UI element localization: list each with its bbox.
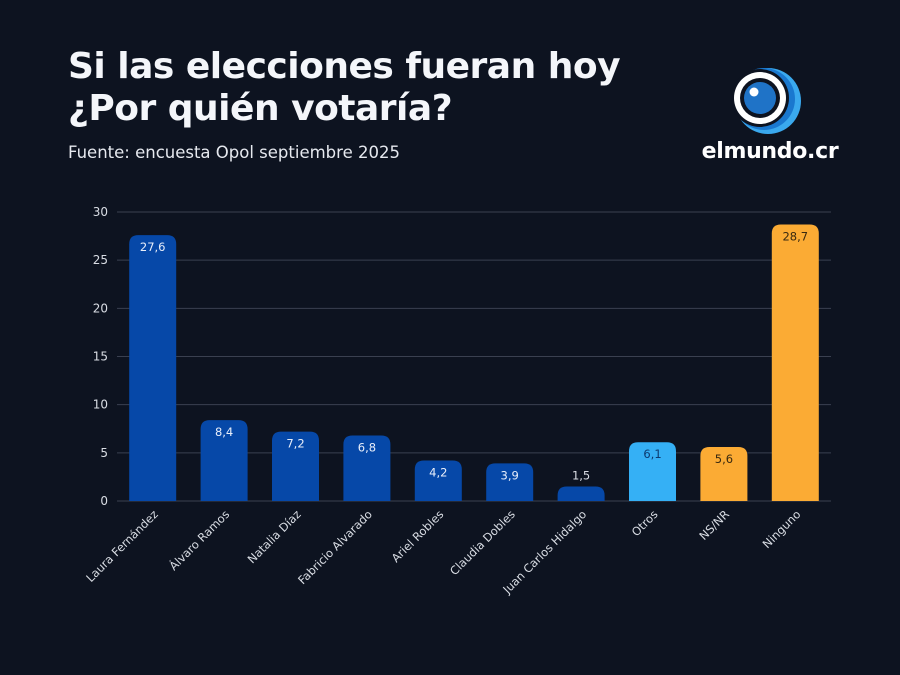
logo-text: elmundo.cr — [701, 139, 839, 164]
value-label: 8,4 — [215, 425, 233, 439]
value-labels: 27,6 8,4 7,2 6,8 4,2 3,9 1,5 6,1 5,6 28,7 — [140, 230, 808, 483]
value-label: 5,6 — [715, 452, 733, 466]
elmundo-logo: elmundo.cr — [700, 64, 840, 176]
value-label: 4,2 — [429, 466, 447, 480]
x-tick-label: Natalia Díaz — [245, 507, 304, 566]
bar — [414, 460, 462, 501]
bar — [272, 431, 319, 501]
title-line-1: Si las elecciones fueran hoy — [68, 46, 621, 87]
chart-title: Si las elecciones fueran hoy ¿Por quién … — [68, 46, 621, 130]
value-label: 27,6 — [140, 240, 166, 254]
bar — [557, 486, 605, 501]
bar — [629, 442, 676, 501]
bar — [700, 447, 748, 501]
x-tick-label: Ninguno — [760, 507, 804, 551]
title-line-2: ¿Por quién votaría? — [68, 88, 453, 129]
x-tick-label: Otros — [629, 507, 661, 539]
value-label: 7,2 — [286, 437, 304, 451]
bar — [771, 224, 819, 502]
bar — [129, 235, 177, 501]
y-tick-label: 15 — [93, 350, 108, 364]
x-tick-label: NS/NR — [696, 507, 732, 543]
y-tick-label: 20 — [93, 301, 108, 315]
bar — [486, 463, 534, 501]
x-tick-label: Álvaro Ramos — [166, 507, 233, 574]
y-tick-label: 25 — [93, 253, 108, 267]
value-label: 3,9 — [501, 468, 519, 482]
eye-icon — [731, 68, 801, 134]
y-tick-label: 5 — [100, 446, 108, 460]
bar — [200, 420, 248, 501]
y-tick-label: 30 — [93, 205, 108, 219]
x-tick-label: Claudia Dobles — [447, 507, 518, 578]
x-tick-label: Laura Fernández — [83, 507, 161, 585]
chart-subtitle: Fuente: encuesta Opol septiembre 2025 — [68, 143, 400, 162]
y-tick-label: 10 — [93, 398, 108, 412]
bars — [129, 224, 819, 502]
value-label: 6,8 — [358, 440, 376, 454]
value-label: 1,5 — [572, 469, 590, 483]
x-tick-label: Fabricio Alvarado — [295, 507, 375, 587]
category-labels: Laura Fernández Álvaro Ramos Natalia DíazF… — [83, 507, 803, 598]
y-axis-ticks: 0 5 10 15 20 25 30 — [93, 205, 108, 508]
value-label: 6,1 — [643, 447, 661, 461]
x-tick-label: Ariel Robles — [389, 507, 447, 565]
bar — [343, 435, 391, 501]
value-label: 28,7 — [782, 230, 808, 244]
y-tick-label: 0 — [100, 494, 108, 508]
